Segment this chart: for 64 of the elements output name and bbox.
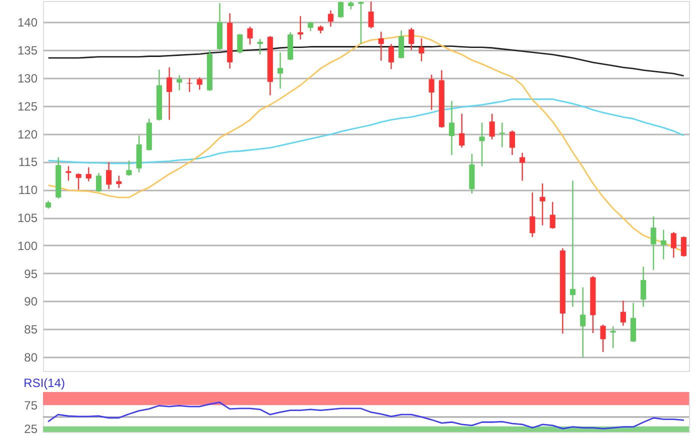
y-tick-label: 85 [24,322,38,337]
candlestick [86,166,92,182]
candlestick [499,122,505,148]
candlestick [368,1,374,29]
candlestick [580,286,586,358]
candlestick [308,21,314,32]
candlestick [257,38,263,56]
y-tick-label: 90 [24,294,38,309]
line-series [48,98,684,164]
y-tick-label: 75 [24,398,38,413]
candlestick [428,74,434,110]
candlestick [76,172,82,190]
candlestick [479,122,485,167]
y-tick-label: 125 [17,99,38,114]
candlestick [277,52,284,90]
y-tick-label: 100 [17,238,38,253]
y-tick-label: 130 [17,72,38,86]
candlestick [530,192,536,238]
candlestick [670,231,676,258]
candlestick [640,266,646,308]
candlestick [630,302,636,343]
candlestick [126,160,132,176]
y-tick-label: 135 [17,44,38,58]
candlestick [196,76,202,90]
y-tick-label: 110 [18,183,38,198]
y-tick-label: 115 [18,155,38,170]
candlestick [358,1,364,45]
candlestick [398,30,404,60]
y-tick-label: 25 [24,422,38,436]
candlestick [448,100,455,156]
candlestick [540,182,546,226]
candlestick [600,324,606,353]
candlestick [136,134,142,173]
candlestick [620,300,626,326]
candlestick [459,113,465,148]
candlestick [550,201,556,230]
y-tick-label: 140 [17,16,38,30]
candlestick [408,27,414,51]
candlestick [66,166,72,182]
candlestick [520,152,526,182]
y-tick-label: 105 [17,211,38,226]
candlestick [237,33,243,54]
y-tick-label: 120 [17,127,38,142]
candlestick [509,130,516,156]
candlestick [570,180,576,308]
candlestick [489,113,495,140]
candlestick [106,162,112,190]
chart-title: RSI(14) [24,376,65,390]
y-tick-label: 95 [24,266,38,281]
line-series [47,402,685,430]
candlestick [176,74,182,91]
candlestick [418,38,424,62]
candlestick [680,236,686,258]
candlestick [660,229,666,260]
candlestick [186,77,192,93]
candlestick [247,26,253,46]
candlestick [378,31,384,62]
candlestick [388,43,394,70]
candlestick [328,10,334,28]
candlestick [96,172,102,192]
y-tick-label: 80 [24,350,38,365]
candlestick [338,1,344,18]
candlestick [166,66,172,120]
candlestick [650,216,656,271]
